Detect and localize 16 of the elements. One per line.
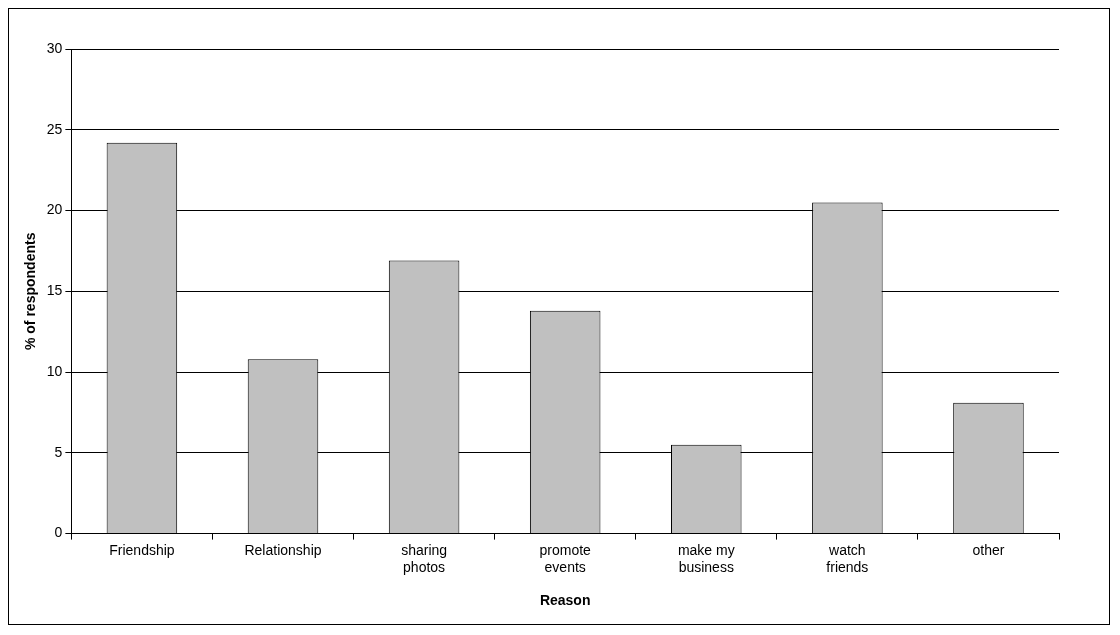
y-tick-label: 0 [54, 524, 63, 541]
y-tick-label: 10 [46, 362, 63, 379]
x-tick-label: other [972, 541, 1005, 558]
y-axis-title: % of respondents [22, 232, 39, 351]
x-tick-label: watch friends [826, 541, 869, 575]
x-tick-label: Friendship [109, 541, 175, 558]
x-axis-title: Reason [539, 592, 591, 609]
x-tick-label: make my business [677, 541, 735, 575]
x-tick-label: Relationship [244, 541, 322, 558]
x-tick-label: promote events [539, 541, 592, 575]
y-tick-label: 30 [46, 39, 63, 56]
y-tick-label: 15 [46, 282, 63, 299]
y-tick-label: 20 [46, 201, 63, 218]
y-tick-label: 25 [46, 120, 63, 137]
x-tick-label: sharing photos [401, 541, 448, 575]
y-tick-label: 5 [54, 443, 63, 460]
